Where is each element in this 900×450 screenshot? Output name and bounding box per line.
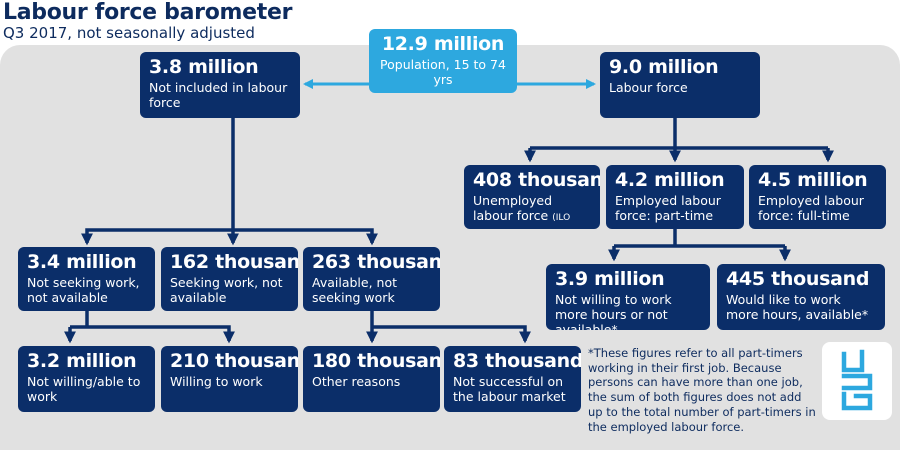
other-reasons-box: 180 thousand Other reasons <box>303 346 440 412</box>
population-box: 12.9 million Population, 15 to 74 yrs <box>369 29 517 93</box>
employed-part-time-label: Employed labour force: part-time <box>615 193 721 223</box>
not-in-labour-force-box: 3.8 million Not included in labour force <box>140 52 300 118</box>
employed-full-time-label: Employed labour force: full-time <box>758 193 864 223</box>
population-label: Population, 15 to 74 yrs <box>380 57 506 87</box>
employed-full-time-value: 4.5 million <box>758 169 868 191</box>
population-value: 12.9 million <box>381 33 505 55</box>
unemployed-label-group: Unemployed labour force (ILO definition) <box>473 193 591 229</box>
cbs-logo <box>822 342 892 420</box>
not-willing-more-hours-value: 3.9 million <box>555 268 665 290</box>
available-not-seeking-label: Available, not seeking work <box>312 275 397 305</box>
would-like-more-hours-label: Would like to work more hours, available… <box>726 292 869 322</box>
not-willing-more-hours-box: 3.9 million Not willing to work more hou… <box>546 264 710 330</box>
cbs-logo-icon <box>841 349 873 411</box>
not-seeking-not-available-box: 3.4 million Not seeking work, not availa… <box>18 247 155 311</box>
willing-to-work-value: 210 thousand <box>170 350 298 372</box>
right-tree-connectors <box>524 118 834 262</box>
not-successful-value: 83 thousand <box>453 350 581 372</box>
labour-force-value: 9.0 million <box>609 56 719 78</box>
willing-to-work-label: Willing to work <box>170 374 263 389</box>
not-willing-more-hours-label: Not willing to work more hours or not av… <box>555 292 672 330</box>
seeking-not-available-label: Seeking work, not available <box>170 275 283 305</box>
not-in-labour-force-label: Not included in labour force <box>149 80 288 110</box>
page-subtitle: Q3 2017, not seasonally adjusted <box>3 24 255 42</box>
not-seeking-not-available-value: 3.4 million <box>27 251 137 273</box>
labour-force-box: 9.0 million Labour force <box>600 52 760 118</box>
unemployed-box: 408 thousand Unemployed labour force (IL… <box>464 165 600 229</box>
other-reasons-label: Other reasons <box>312 374 401 389</box>
not-seeking-not-available-label: Not seeking work, not available <box>27 275 140 305</box>
would-like-more-hours-box: 445 thousand Would like to work more hou… <box>717 264 885 330</box>
labour-force-label: Labour force <box>609 80 688 95</box>
not-successful-box: 83 thousand Not successful on the labour… <box>444 346 581 412</box>
unemployed-label: Unemployed labour force <box>473 193 553 223</box>
not-willing-able-box: 3.2 million Not willing/able to work <box>18 346 155 412</box>
seeking-not-available-value: 162 thousand <box>170 251 298 273</box>
willing-to-work-box: 210 thousand Willing to work <box>161 346 298 412</box>
seeking-not-available-box: 162 thousand Seeking work, not available <box>161 247 298 311</box>
employed-full-time-box: 4.5 million Employed labour force: full-… <box>749 165 886 229</box>
not-willing-able-value: 3.2 million <box>27 350 137 372</box>
available-not-seeking-box: 263 thousand Available, not seeking work <box>303 247 440 311</box>
other-reasons-value: 180 thousand <box>312 350 440 372</box>
left-tree-connectors <box>64 118 531 344</box>
employed-part-time-value: 4.2 million <box>615 169 725 191</box>
page-title: Labour force barometer <box>3 0 293 25</box>
not-willing-able-label: Not willing/able to work <box>27 374 141 404</box>
available-not-seeking-value: 263 thousand <box>312 251 440 273</box>
unemployed-label-note: (ILO definition) <box>552 213 571 223</box>
employed-part-time-box: 4.2 million Employed labour force: part-… <box>606 165 744 229</box>
footnote: *These figures refer to all part-timers … <box>588 346 816 434</box>
unemployed-value: 408 thousand <box>473 169 600 191</box>
would-like-more-hours-value: 445 thousand <box>726 268 870 290</box>
not-successful-label: Not successful on the labour market <box>453 374 566 404</box>
not-in-labour-force-value: 3.8 million <box>149 56 259 78</box>
